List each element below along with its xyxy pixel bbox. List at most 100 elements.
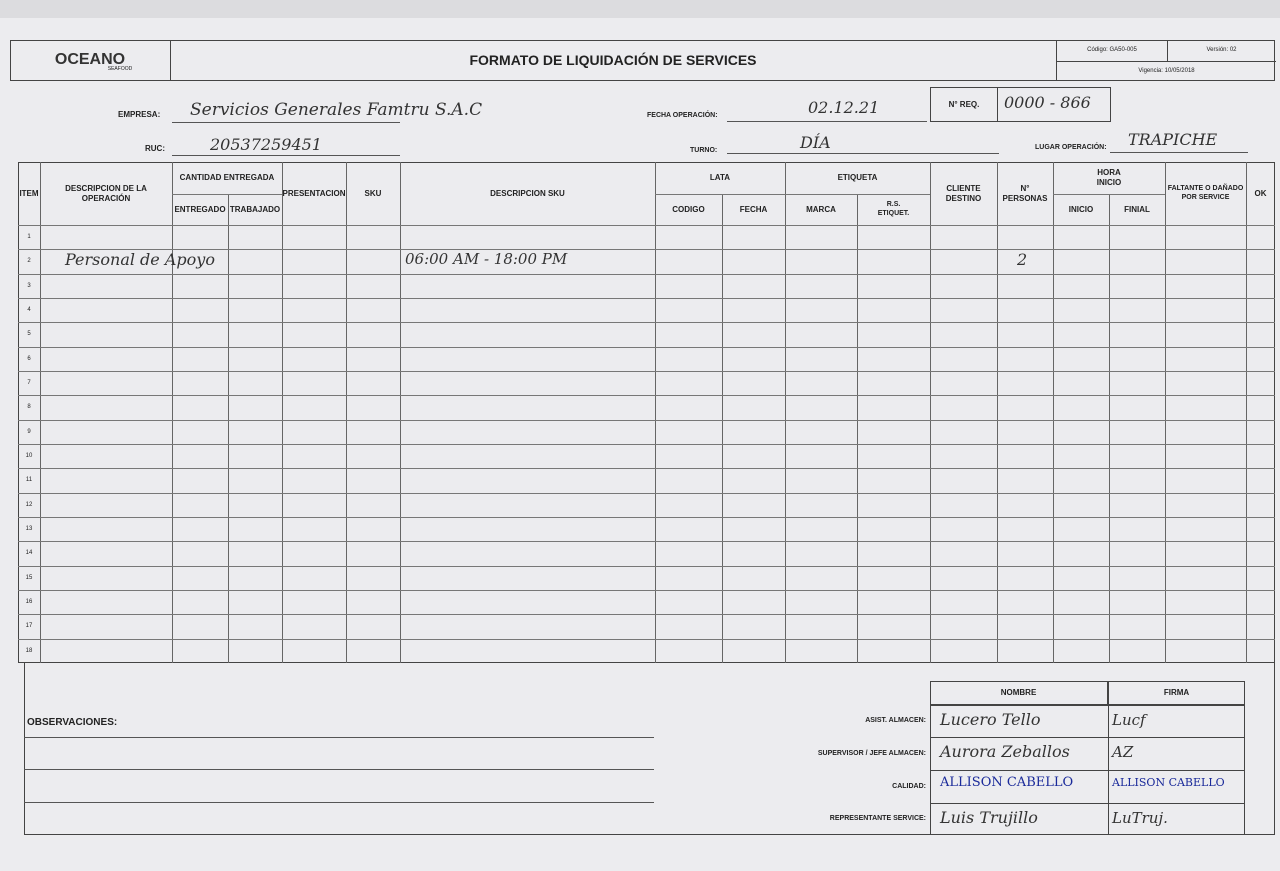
row-item-number: 18 xyxy=(25,647,33,654)
col-codigo: CODIGO xyxy=(672,204,705,214)
signer-role: CALIDAD: xyxy=(892,783,926,790)
cell-descripcion: Personal de Apoyo xyxy=(65,250,215,270)
col-descripcion-sku: DESCRIPCION SKU xyxy=(490,188,565,198)
col-trabajado: TRABAJADO xyxy=(229,204,281,214)
grid-line xyxy=(857,194,858,663)
col-lata: LATA xyxy=(709,173,731,182)
services-table xyxy=(18,162,1275,663)
nreq-label: N° REQ. xyxy=(930,87,998,122)
signature: Lucf xyxy=(1112,711,1146,729)
table-row xyxy=(18,322,1275,324)
cell-personas: 2 xyxy=(1017,250,1028,270)
lugar-label: LUGAR OPERACIÓN: xyxy=(1035,144,1107,151)
page-title: FORMATO DE LIQUIDACIÓN DE SERVICES xyxy=(469,52,757,68)
table-row xyxy=(18,395,1275,397)
row-item-number: 5 xyxy=(27,331,31,338)
table-row xyxy=(18,517,1275,518)
grid-line xyxy=(282,162,283,663)
turno-label: TURNO: xyxy=(690,147,718,154)
fecha-value: 02.12.21 xyxy=(808,98,880,117)
col-descripcion: DESCRIPCION DE LA OPERACIÓN xyxy=(65,183,147,203)
col-marca: MARCA xyxy=(806,204,836,214)
grid-line xyxy=(722,194,723,663)
row-item-number: 1 xyxy=(27,234,31,240)
signer-role: REPRESENTANTE SERVICE: xyxy=(829,815,926,822)
signer-name: Luis Trujillo xyxy=(940,808,1038,827)
grid-line xyxy=(1109,194,1110,663)
col-presentacion: PRESENTACION xyxy=(282,188,346,198)
signer-role: SUPERVISOR / JEFE ALMACEN: xyxy=(817,750,926,757)
form-header xyxy=(10,40,1275,81)
signatures-table xyxy=(930,681,1245,835)
table-row xyxy=(18,371,1275,372)
row-item-number: 11 xyxy=(25,477,33,484)
table-row xyxy=(18,346,1275,348)
grid-line xyxy=(655,194,930,195)
table-row xyxy=(18,638,1275,640)
row-item-number: 3 xyxy=(27,282,31,289)
logo-subtext: SEAFOOD xyxy=(107,66,133,72)
col-item: ITEM xyxy=(19,188,39,198)
doc-version: Versión: 02 xyxy=(1167,40,1276,62)
signer-name: Aurora Zeballos xyxy=(940,742,1070,761)
col-cliente-destino: CLIENTE DESTINO xyxy=(945,183,982,203)
grid-line xyxy=(1053,194,1165,195)
grid-line xyxy=(997,162,998,663)
table-row xyxy=(18,614,1275,616)
row-item-number: 2 xyxy=(27,258,31,265)
grid-line xyxy=(1165,162,1166,663)
row-item-number: 6 xyxy=(27,355,31,362)
col-final: FINIAL xyxy=(1124,204,1150,214)
table-row xyxy=(18,273,1275,275)
table-row xyxy=(18,298,1275,299)
logo-text: OCEANO xyxy=(54,51,126,68)
table-row xyxy=(18,444,1275,445)
nreq-value: 0000 - 866 xyxy=(997,87,1111,122)
grid-line xyxy=(1108,681,1109,835)
footer-box xyxy=(24,663,1275,835)
empresa-value: Servicios Generales Famtru S.A.C xyxy=(190,100,483,120)
fecha-label: FECHA OPERACIÓN: xyxy=(647,112,718,119)
table-row xyxy=(18,492,1275,494)
row-item-number: 9 xyxy=(27,428,31,435)
grid-line xyxy=(1246,162,1247,663)
grid-line xyxy=(172,194,282,195)
col-inicio: INICIO xyxy=(1068,204,1094,214)
turno-value: DÍA xyxy=(800,133,831,152)
col-hora: HORA INICIO xyxy=(1096,168,1122,187)
ruc-value: 20537259451 xyxy=(210,135,322,154)
row-item-number: 17 xyxy=(25,623,33,630)
col-rs-etiquet: R.S. ETIQUET. xyxy=(877,200,910,217)
row-item-number: 10 xyxy=(25,453,33,459)
row-item-number: 15 xyxy=(25,574,33,581)
signer-name: ALLISON CABELLO xyxy=(940,775,1074,790)
signature: LuTruj. xyxy=(1112,809,1168,827)
ruc-label: RUC: xyxy=(145,144,165,153)
table-row xyxy=(18,590,1275,591)
col-personas: N° PERSONAS xyxy=(1002,183,1048,203)
row-item-number: 14 xyxy=(25,550,33,557)
col-etiqueta: ETIQUETA xyxy=(837,173,878,182)
signature-row xyxy=(930,737,1245,738)
cell-descripcion-sku: 06:00 AM - 18:00 PM xyxy=(405,250,568,269)
logo: OCEANO SEAFOOD xyxy=(10,40,171,81)
grid-line xyxy=(1053,162,1054,663)
grid-line xyxy=(785,162,786,663)
signature-row xyxy=(930,705,1245,706)
row-item-number: 16 xyxy=(25,599,33,605)
col-firma: FIRMA xyxy=(1108,681,1245,705)
signature: ALLISON CABELLO xyxy=(1112,776,1225,789)
signature-row xyxy=(930,803,1245,804)
row-item-number: 8 xyxy=(27,404,31,411)
doc-code: Código: GA50-005 xyxy=(1057,40,1168,62)
col-entregado: ENTREGADO xyxy=(174,204,226,214)
col-fecha: FECHA xyxy=(739,204,768,214)
lugar-value: TRAPICHE xyxy=(1128,130,1218,149)
col-nombre: NOMBRE xyxy=(930,681,1108,705)
doc-meta: Código: GA50-005 Versión: 02 Vigencia: 1… xyxy=(1056,40,1276,81)
table-row xyxy=(18,541,1275,543)
table-row xyxy=(18,565,1275,567)
signer-role: ASIST. ALMACEN: xyxy=(865,717,926,724)
signature: AZ xyxy=(1112,743,1134,761)
col-cantidad: CANTIDAD ENTREGADA xyxy=(179,173,275,182)
